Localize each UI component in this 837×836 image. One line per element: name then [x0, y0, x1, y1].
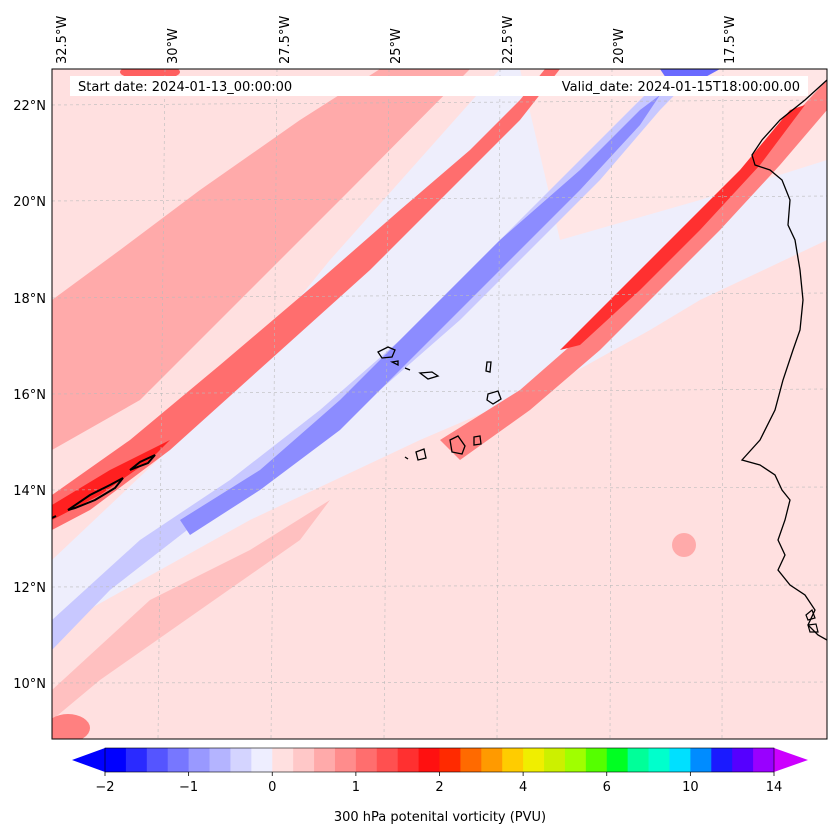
colorbar-extend-high: [774, 748, 808, 772]
pv-contour-west: [52, 454, 156, 519]
colorbar-extend-low: [72, 748, 105, 772]
start-date-label: Start date: 2024-01-13_00:00:00: [78, 80, 292, 95]
lon-label: 32.5°W: [55, 16, 70, 64]
colorbar-segment: [314, 748, 336, 772]
colorbar-segment: [523, 748, 545, 772]
colorbar-segment: [690, 748, 712, 772]
lat-label: 10°N: [13, 677, 46, 692]
coastal-islands-se: [805, 608, 819, 633]
colorbar-segment: [230, 748, 252, 772]
colorbar-tick-label: 14: [766, 780, 783, 795]
colorbar-segment: [711, 748, 733, 772]
pv-field-light-ne: [520, 69, 827, 240]
pv-negative-core: [180, 95, 660, 535]
colorbar-segment: [146, 748, 169, 772]
colorbar-segment: [460, 748, 482, 772]
lon-label: 25°W: [389, 28, 404, 64]
colorbar-segment: [272, 748, 294, 772]
colorbar-tick-label: −1: [179, 780, 198, 795]
lon-label: 27.5°W: [278, 16, 293, 64]
lon-label: 17.5°W: [723, 16, 738, 64]
colorbar-tick-label: −2: [95, 780, 114, 795]
colorbar-segment: [251, 748, 273, 772]
colorbar-title: 300 hPa potenital vorticity (PVU): [334, 810, 546, 825]
colorbar-segment: [669, 748, 691, 772]
colorbar-segment: [544, 748, 566, 772]
colorbar-tick-label: 6: [603, 780, 611, 795]
pv-field-medium-nw: [52, 69, 470, 450]
coastline-africa: [740, 79, 827, 641]
colorbar-segment: [376, 748, 399, 772]
colorbar-tick-label: 10: [682, 780, 699, 795]
colorbar-tick-label: 2: [435, 780, 443, 795]
lon-label: 30°W: [166, 28, 181, 64]
map-panel: [52, 69, 827, 739]
colorbar-tick-label: 1: [352, 780, 360, 795]
map-frame: [51, 68, 828, 740]
colorbar-segment: [209, 748, 231, 772]
pv-field-light-sw: [52, 240, 827, 739]
pv-field-medium-sw: [52, 500, 330, 720]
colorbar-segments: [105, 748, 775, 772]
lat-label: 22°N: [13, 99, 46, 114]
valid-date-label: Valid_date: 2024-01-15T18:00:00.00: [562, 80, 800, 95]
colorbar-segment: [293, 748, 315, 772]
colorbar-segment: [564, 748, 587, 772]
colorbar-segment: [648, 748, 670, 772]
colorbar-segment: [125, 748, 148, 772]
colorbar-segment: [753, 748, 775, 772]
colorbar-segment: [585, 748, 608, 772]
colorbar-segment: [606, 748, 629, 772]
colorbar: −2 −1 0 1 2 4 6 10 14: [72, 747, 808, 795]
pv-red-blob-se: [672, 533, 696, 557]
colorbar-segment: [502, 748, 524, 772]
colorbar-tick-label: 0: [268, 780, 276, 795]
colorbar-segment: [334, 748, 357, 772]
pv-jet-west: [52, 69, 560, 530]
lat-label: 18°N: [13, 292, 46, 307]
colorbar-segment: [439, 748, 461, 772]
lat-label: 16°N: [13, 388, 46, 403]
colorbar-ticks: −2 −1 0 1 2 4 6 10 14: [95, 772, 782, 795]
header-box: [70, 76, 808, 96]
colorbar-segment: [481, 748, 503, 772]
colorbar-segment: [397, 748, 420, 772]
colorbar-segment: [355, 748, 378, 772]
lat-label: 12°N: [13, 581, 46, 596]
colorbar-tick-label: 4: [519, 780, 527, 795]
colorbar-segment: [418, 748, 440, 772]
lon-label: 22.5°W: [501, 16, 516, 64]
lat-label: 14°N: [13, 484, 46, 499]
latitude-labels: 22°N 20°N 18°N 16°N 14°N 12°N 10°N: [13, 99, 46, 692]
pv-red-blob-bottom-left: [52, 714, 90, 739]
colorbar-segment: [188, 748, 211, 772]
lon-label: 20°W: [612, 28, 627, 64]
colorbar-segment: [105, 748, 127, 772]
colorbar-segment: [167, 748, 190, 772]
longitude-labels: 32.5°W 30°W 27.5°W 25°W 22.5°W 20°W 17.5…: [55, 16, 738, 64]
pv-jet-east-core: [560, 105, 805, 350]
graticule: [52, 69, 827, 739]
colorbar-segment: [732, 748, 754, 772]
lat-label: 20°N: [13, 195, 46, 210]
cape-verde-islands: [377, 346, 502, 461]
colorbar-segment: [627, 748, 650, 772]
pv-jet-east: [440, 80, 827, 460]
